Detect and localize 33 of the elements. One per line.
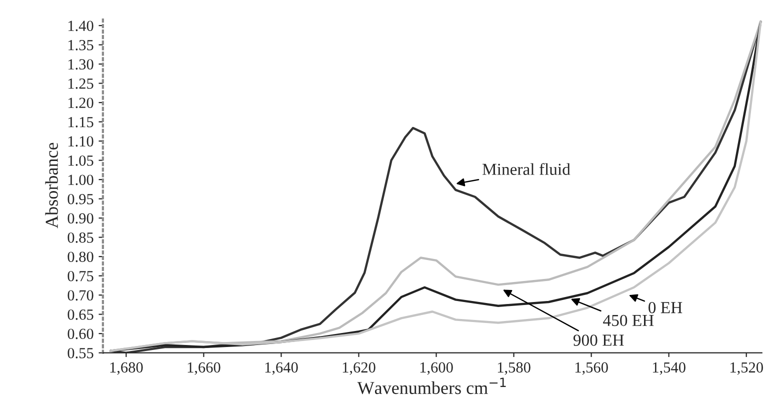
y-tick-label: 0.70	[68, 290, 94, 301]
x-tick-label: 1,520	[730, 362, 763, 375]
y-tick-label: 0.90	[68, 213, 94, 224]
annotation: Mineral fluid	[482, 163, 570, 175]
y-tick-label: 0.75	[68, 270, 94, 282]
x-tick-label: 1,680	[110, 362, 143, 375]
annotation: 900 EH	[573, 334, 624, 346]
x-axis-title: Wavenumbers cm$^{−1}$	[357, 378, 506, 394]
y-tick-label: 1.25	[68, 78, 94, 89]
x-tick-label: 1,660	[188, 362, 220, 375]
x-tick-label: 1,540	[652, 362, 686, 375]
y-tick-label: 0.55	[68, 348, 94, 358]
x-tick-label: 1,620	[342, 362, 376, 375]
y-tick-label: 1.35	[68, 40, 94, 50]
x-tick-label: 1,640	[265, 362, 298, 375]
y-axis-title: Absorbance	[45, 142, 58, 228]
y-tick-label: 1.05	[68, 155, 94, 166]
y-tick-label: 1.15	[68, 117, 94, 128]
x-tick-label: 1,600	[420, 362, 453, 375]
annotation: 450 EH	[603, 314, 654, 326]
y-tick-label: 0.85	[68, 232, 94, 243]
x-tick-label: 1,560	[575, 362, 608, 375]
x-tick-label: 1,580	[498, 362, 530, 375]
y-tick-label: 0.95	[68, 194, 94, 204]
y-tick-label: 1.10	[68, 136, 94, 147]
y-tick-label: 1.30	[68, 59, 94, 70]
y-tick-label: 1.00	[68, 174, 94, 186]
y-tick-label: 0.80	[68, 252, 94, 262]
y-tick-label: 0.60	[68, 328, 94, 340]
y-tick-label: 1.20	[68, 98, 94, 108]
y-tick-label: 1.40	[68, 20, 94, 32]
annotation: 0 EH	[648, 302, 682, 314]
y-tick-label: 0.65	[68, 309, 94, 320]
